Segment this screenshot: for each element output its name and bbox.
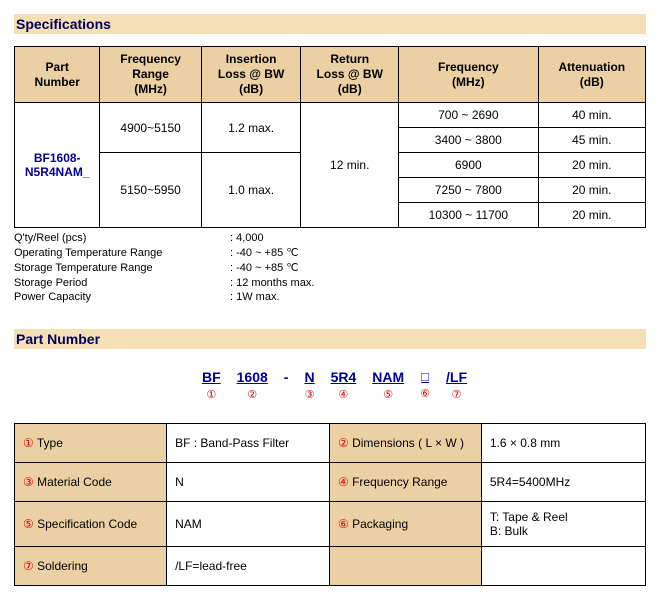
col-insertion-loss: Insertion Loss @ BW (dB) [201, 47, 301, 103]
cell-part-number: BF1608-N5R4NAM_ [15, 103, 100, 228]
pn-value: N [167, 463, 330, 502]
note-val: : 4,000 [230, 232, 264, 244]
note-key: Storage Temperature Range [14, 262, 153, 274]
pn-segment: BF ① [202, 369, 221, 401]
pn-segment: /LF ⑦ [446, 369, 467, 401]
pn-value: NAM [167, 502, 330, 547]
pn-value: 5R4=5400MHz [481, 463, 645, 502]
pn-label [329, 547, 481, 586]
pn-segment-code: N [304, 369, 314, 385]
pn-segment: 1608 ② [237, 369, 268, 401]
note-val: : 12 months max. [230, 277, 314, 289]
note-key: Operating Temperature Range [14, 247, 162, 259]
col-frequency: Frequency (MHz) [399, 47, 539, 103]
pn-value: T: Tape & ReelB: Bulk [481, 502, 645, 547]
specifications-table: Part Number Frequency Range (MHz) Insert… [14, 46, 646, 228]
pn-segment-index: ③ [304, 388, 314, 401]
cell-att-val: 40 min. [538, 103, 645, 128]
col-attenuation: Attenuation (dB) [538, 47, 645, 103]
pn-segment-index: ⑦ [446, 388, 467, 401]
cell-att-freq: 10300 ~ 11700 [399, 203, 539, 228]
cell-att-val: 20 min. [538, 178, 645, 203]
note-key: Power Capacity [14, 291, 91, 303]
cell-att-freq: 3400 ~ 3800 [399, 128, 539, 153]
pn-segment-index: ① [202, 388, 221, 401]
cell-att-freq: 6900 [399, 153, 539, 178]
pn-segment-code: 5R4 [331, 369, 357, 385]
col-part-number: Part Number [15, 47, 100, 103]
part-number-table: ① TypeBF : Band-Pass Filter② Dimensions … [14, 423, 646, 586]
cell-att-freq: 7250 ~ 7800 [399, 178, 539, 203]
pn-segment-index: ② [237, 388, 268, 401]
pn-segment-index: ④ [331, 388, 357, 401]
cell-att-freq: 700 ~ 2690 [399, 103, 539, 128]
note-val: : -40 ~ +85 ℃ [230, 262, 299, 274]
pn-segment: □⑥ [420, 369, 430, 400]
part-number-breakdown: BF①1608②-N③5R4④NAM⑤□⑥/LF⑦ [14, 369, 655, 401]
note-key: Storage Period [14, 277, 87, 289]
cell-return-loss: 12 min. [301, 103, 399, 228]
pn-segment-code: 1608 [237, 369, 268, 385]
pn-label: ① Type [15, 424, 167, 463]
pn-segment-code: /LF [446, 369, 467, 385]
cell-freq-range: 5150~5950 [100, 153, 201, 228]
col-return-loss: Return Loss @ BW (dB) [301, 47, 399, 103]
note-val: : -40 ~ +85 ℃ [230, 247, 299, 259]
pn-segment-index: ⑥ [420, 387, 430, 400]
cell-insertion-loss: 1.0 max. [201, 153, 301, 228]
pn-label: ③ Material Code [15, 463, 167, 502]
cell-att-val: 45 min. [538, 128, 645, 153]
pn-segment: NAM ⑤ [372, 369, 404, 401]
part-number-heading: Part Number [14, 329, 646, 349]
pn-label: ④ Frequency Range [329, 463, 481, 502]
notes-block: Q'ty/Reel (pcs) : 4,000 Operating Tempera… [14, 231, 320, 305]
cell-att-val: 20 min. [538, 153, 645, 178]
pn-segment-code: BF [202, 369, 221, 385]
pn-value: /LF=lead-free [167, 547, 330, 586]
pn-label: ⑤ Specification Code [15, 502, 167, 547]
cell-freq-range: 4900~5150 [100, 103, 201, 153]
pn-segment: 5R4 ④ [331, 369, 357, 401]
pn-dash: - [284, 369, 289, 385]
pn-segment-index: ⑤ [372, 388, 404, 401]
pn-value: 1.6 × 0.8 mm [481, 424, 645, 463]
pn-label: ⑥ Packaging [329, 502, 481, 547]
pn-segment-code: NAM [372, 369, 404, 385]
cell-att-val: 20 min. [538, 203, 645, 228]
pn-segment-code: □ [420, 369, 430, 384]
cell-insertion-loss: 1.2 max. [201, 103, 301, 153]
pn-value [481, 547, 645, 586]
note-key: Q'ty/Reel (pcs) [14, 232, 86, 244]
pn-label: ② Dimensions ( L × W ) [329, 424, 481, 463]
pn-value: BF : Band-Pass Filter [167, 424, 330, 463]
note-val: : 1W max. [230, 291, 280, 303]
col-freq-range: Frequency Range (MHz) [100, 47, 201, 103]
pn-label: ⑦ Soldering [15, 547, 167, 586]
specifications-heading: Specifications [14, 14, 646, 34]
pn-segment: N③ [304, 369, 314, 401]
